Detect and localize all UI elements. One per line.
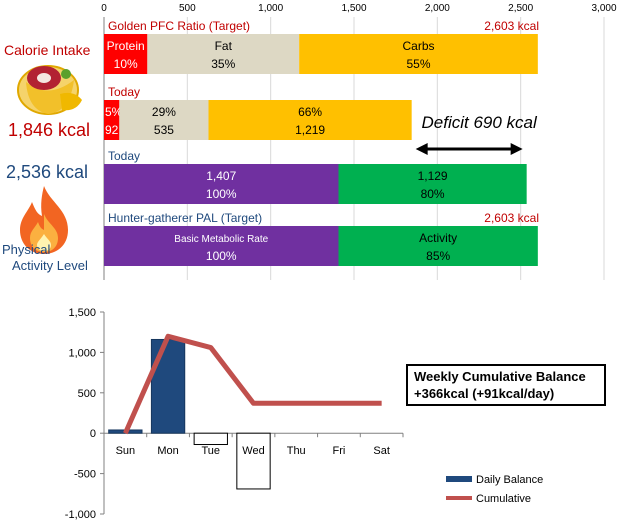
segment-label-bottom: 100% <box>206 187 237 201</box>
daily-balance-bar <box>150 338 186 434</box>
segment-label-top: Activity <box>419 231 457 245</box>
segment-label-top: 66% <box>298 105 322 119</box>
weekly-chart-category-labels: Sun Mon Tue Wed Thu Fri Sat <box>116 445 390 457</box>
segment-label-bottom: 92 <box>105 123 119 137</box>
segment-label-bottom: 85% <box>426 249 450 263</box>
row-title: Golden PFC Ratio (Target) <box>108 19 250 33</box>
top-x-tick-label: 500 <box>179 3 196 14</box>
deficit-label: Deficit 690 kcal <box>422 113 538 132</box>
weekly-chart-cumulative-line <box>123 333 382 435</box>
row-total-label: 2,603 kcal <box>484 19 539 33</box>
weekly-chart-axis: -1,000 -500 0 500 1,000 1,500 <box>65 307 404 520</box>
segment-label-bottom: 80% <box>421 187 445 201</box>
weekly-y-tick-label: 1,000 <box>68 347 96 359</box>
calorie-intake-label: Calorie Intake <box>4 42 91 58</box>
weekly-cumulative-callout: Weekly Cumulative Balance +366kcal (+91k… <box>406 364 606 406</box>
top-chart-bars: Golden PFC Ratio (Target) 2,603 kcal Prote… <box>104 19 539 266</box>
daily-balance-bar <box>193 432 228 446</box>
segment-label-top: Protein <box>107 39 145 53</box>
weekly-category-label: Mon <box>157 445 178 457</box>
row-title: Hunter-gatherer PAL (Target) <box>108 211 262 225</box>
top-x-tick-label: 3,000 <box>591 3 616 14</box>
row-title: Today <box>108 85 140 99</box>
bar-segment-fat <box>119 100 209 140</box>
pfc-pal-stacked-bar-chart: 0 500 1,000 1,500 2,000 2,500 3,000 Golden PFC… <box>101 3 617 280</box>
callout-line1: Weekly Cumulative Balance <box>414 369 586 384</box>
weekly-y-tick-label: 1,500 <box>68 307 96 319</box>
weekly-y-tick-label: -500 <box>74 469 96 481</box>
weekly-chart-legend: Daily Balance Cumulative <box>446 474 543 505</box>
segment-label-top: 1,129 <box>418 169 448 183</box>
intake-value-label: 1,846 kcal <box>8 120 91 140</box>
bar-segment-activity <box>338 164 527 204</box>
weekly-category-label: Wed <box>242 445 264 457</box>
deficit-arrow-head-left <box>415 143 428 155</box>
segment-label-bottom: 100% <box>206 249 237 263</box>
bar-segment-activity <box>338 226 538 266</box>
segment-label-top: Basic Metabolic Rate <box>174 234 268 245</box>
legend-label-daily-balance: Daily Balance <box>476 474 543 486</box>
callout-line2: +366kcal (+91kcal/day) <box>414 386 555 401</box>
segment-label-top: 29% <box>152 105 176 119</box>
bar-segment-basic-metabolic-rate <box>104 164 339 204</box>
segment-label-bottom: 35% <box>211 57 235 71</box>
weekly-category-label: Tue <box>202 445 221 457</box>
top-x-tick-label: 1,000 <box>258 3 283 14</box>
top-x-tick-label: 2,000 <box>425 3 450 14</box>
weekly-category-label: Sun <box>116 445 136 457</box>
top-x-tick-label: 0 <box>101 3 107 14</box>
segment-label-bottom: 55% <box>406 57 430 71</box>
weekly-y-tick-label: 500 <box>78 388 96 400</box>
expenditure-value-label: 2,536 kcal <box>6 162 89 182</box>
segment-label-top: 1,407 <box>206 169 236 183</box>
bar-segment-carbs <box>299 34 538 74</box>
row-total-label: 2,603 kcal <box>484 211 539 225</box>
segment-label-top: 5% <box>105 105 123 119</box>
flame-icon <box>20 186 68 254</box>
bar-segment-carbs <box>208 100 412 140</box>
weekly-y-tick-label: -1,000 <box>65 509 96 520</box>
segment-label-bottom: 10% <box>114 57 138 71</box>
row-title: Today <box>108 149 140 163</box>
bar-segment-basic-metabolic-rate <box>104 226 339 266</box>
segment-label-bottom: 1,219 <box>295 123 325 137</box>
deficit-arrow-head-right <box>510 143 523 155</box>
segment-label-top: Fat <box>215 39 233 53</box>
bar-segment-fat <box>147 34 300 74</box>
bar-segment-protein <box>104 100 120 140</box>
weekly-category-label: Sat <box>373 445 390 457</box>
weekly-category-label: Thu <box>287 445 306 457</box>
deficit-annotation: Deficit 690 kcal <box>415 113 538 155</box>
weekly-balance-chart: -1,000 -500 0 500 1,000 1,500 Sun Mon Tue Wed Thu… <box>65 307 543 520</box>
weekly-y-tick-label: 0 <box>90 428 96 440</box>
top-chart-tick-labels: 0 500 1,000 1,500 2,000 2,500 3,000 <box>101 3 617 14</box>
daily-balance-bar <box>236 432 271 490</box>
weekly-chart-bars <box>108 338 271 490</box>
segment-label-top: Carbs <box>402 39 434 53</box>
legend-swatch-daily-balance <box>446 476 472 482</box>
cumulative-series-line <box>123 333 382 435</box>
segment-label-bottom: 535 <box>154 123 174 137</box>
top-x-tick-label: 2,500 <box>508 3 533 14</box>
physical-activity-label-line2: Activity Level <box>12 258 88 273</box>
weekly-category-label: Fri <box>333 445 346 457</box>
bar-segment-protein <box>104 34 148 74</box>
top-x-tick-label: 1,500 <box>341 3 366 14</box>
food-plate-icon <box>17 65 82 115</box>
physical-activity-label-line1: Physical <box>2 242 51 257</box>
legend-label-cumulative: Cumulative <box>476 493 531 505</box>
